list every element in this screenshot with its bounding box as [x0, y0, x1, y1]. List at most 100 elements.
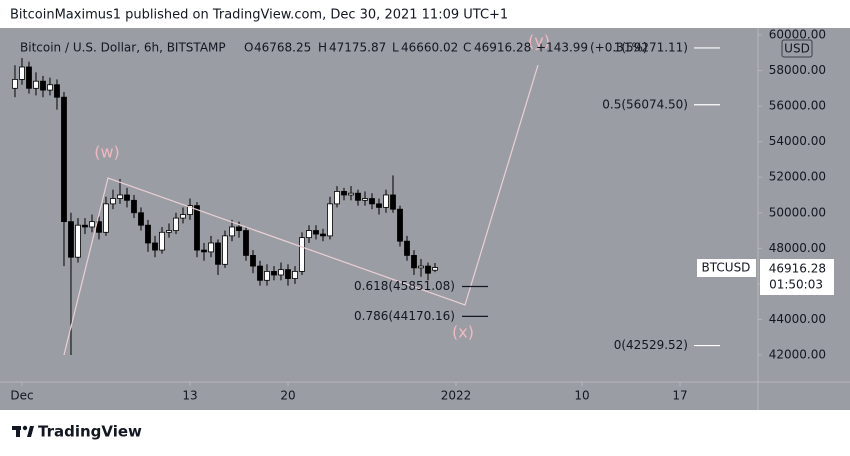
candle-body: [348, 192, 354, 196]
candle-body: [47, 84, 53, 91]
candle-body: [131, 199, 137, 214]
candle-body: [432, 267, 438, 271]
ohlc-letter: H: [318, 41, 327, 55]
y-tick-label: 50000.00: [769, 205, 826, 219]
candle-body: [19, 66, 25, 80]
ohlc-value: 46916.28: [474, 41, 531, 55]
candle-body: [278, 269, 284, 276]
candle-body: [292, 271, 298, 279]
candle-body: [124, 194, 130, 201]
candle-body: [12, 79, 18, 89]
wave-label: (x): [452, 323, 474, 342]
candle-body: [229, 226, 235, 237]
x-tick-label: 17: [672, 389, 687, 403]
candle-body: [250, 255, 256, 267]
y-tick-label: 60000.00: [769, 27, 826, 41]
fib-levels: 1(59271.11) 0.5(56074.50) 0.618(45851.08) 0…: [354, 40, 720, 352]
change-percent: (+0.31%): [590, 41, 648, 55]
wave-label: (w): [94, 143, 120, 162]
publish-info: BitcoinMaximus1 published on TradingView…: [10, 8, 508, 23]
candle-body: [362, 198, 368, 201]
y-tick-label: 54000.00: [769, 134, 826, 148]
legend: Bitcoin / U.S. Dollar, 6h, BITSTAMP O 46…: [20, 41, 648, 55]
last-price: 46916.28: [769, 262, 826, 276]
candle-body: [306, 230, 312, 239]
change: +143.99: [536, 41, 588, 55]
candle-body: [236, 226, 242, 231]
candle-body: [145, 224, 151, 244]
candle-body: [404, 240, 410, 256]
candle-body: [264, 271, 270, 281]
y-tick-label: 52000.00: [769, 170, 826, 184]
countdown: 01:50:03: [769, 278, 823, 292]
ohlc-letter: L: [392, 41, 399, 55]
x-tick-label: 2022: [441, 389, 472, 403]
candle-body: [271, 271, 277, 276]
currency-box[interactable]: [781, 39, 813, 58]
candle-body: [285, 269, 291, 279]
y-tick-label: 48000.00: [769, 241, 826, 255]
candle-body: [75, 224, 81, 258]
candle-body: [313, 230, 319, 235]
candle-body: [411, 255, 417, 269]
candle-body: [418, 265, 424, 269]
fib-label: 0(42529.52): [614, 338, 688, 352]
ohlc-letter: C: [463, 41, 471, 55]
currency: USD: [784, 42, 810, 56]
fib-label: 0.786(44170.16): [354, 309, 455, 323]
y-tick-label: 56000.00: [769, 99, 826, 113]
candle-body: [61, 96, 67, 223]
candle-body: [166, 230, 172, 233]
candle-body: [40, 80, 46, 91]
ohlc-value: 47175.87: [329, 41, 386, 55]
candle-body: [194, 205, 200, 251]
candle-body: [341, 191, 347, 196]
wave-lines: [63, 64, 539, 356]
fib-label: 1(59271.11): [614, 40, 688, 54]
candles: [12, 58, 438, 355]
candle-body: [201, 249, 207, 253]
candle-body: [369, 198, 375, 205]
brand: TradingView: [38, 423, 142, 441]
candle-body: [425, 265, 431, 274]
candle-body: [117, 194, 123, 199]
candle-body: [355, 192, 361, 201]
fib-label: 0.618(45851.08): [354, 279, 455, 293]
ohlc-value: 46660.02: [401, 41, 458, 55]
candle-body: [334, 191, 340, 205]
last-price-tag: [760, 259, 834, 295]
chart-background: [0, 28, 850, 410]
candle-body: [299, 237, 305, 272]
candle-body: [243, 230, 249, 256]
candle-body: [383, 194, 389, 208]
fib-label: 0.5(56074.50): [602, 97, 688, 111]
candle-body: [82, 224, 88, 228]
ohlc-value: 46768.25: [254, 41, 311, 55]
ohlc-letter: O: [244, 41, 253, 55]
candle-body: [180, 214, 186, 219]
symbol-title: Bitcoin / U.S. Dollar, 6h, BITSTAMP: [20, 41, 226, 55]
candle-body: [320, 233, 326, 237]
candle-body: [222, 235, 228, 265]
candle-body: [96, 221, 102, 233]
x-tick-label: 10: [574, 389, 589, 403]
candle-body: [138, 212, 144, 226]
candle-body: [208, 242, 214, 253]
logo: [12, 425, 34, 437]
symbol: BTCUSD: [702, 261, 751, 275]
candle-body: [103, 203, 109, 233]
candle-body: [327, 203, 333, 237]
candle-body: [152, 242, 158, 251]
candle-body: [187, 205, 193, 215]
candle-body: [54, 84, 60, 98]
candle-body: [257, 265, 263, 281]
candle-body: [376, 203, 382, 208]
candle-body: [33, 80, 39, 89]
candle-body: [89, 221, 95, 228]
x-tick-label: 13: [182, 389, 197, 403]
candle-body: [397, 208, 403, 242]
x-tick-label: 20: [280, 389, 295, 403]
candle-body: [159, 231, 165, 251]
